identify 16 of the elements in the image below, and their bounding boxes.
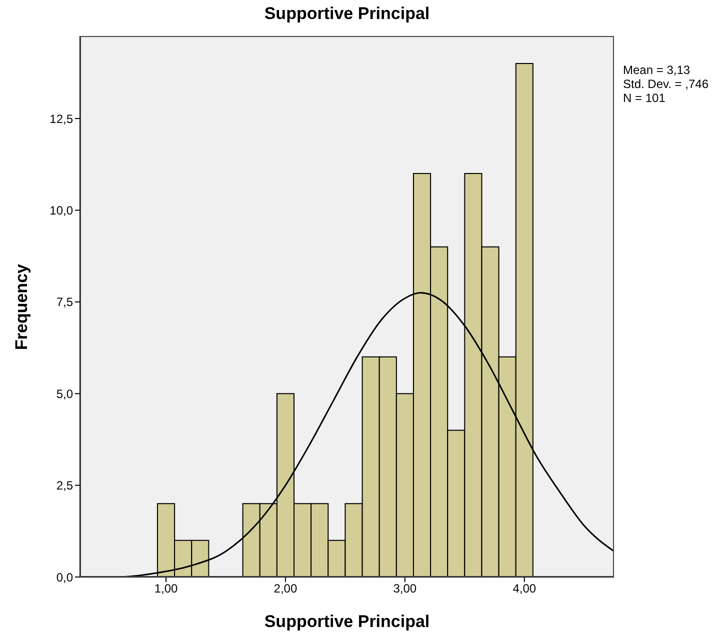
text: Mean = 3,13 [623,63,692,77]
y-tick-label: 5,0 [56,386,74,401]
chart-title: Supportive Principal [263,4,431,24]
x-tick-label: 4,00 [512,582,536,596]
y-tick-label: 12,5 [50,112,74,126]
text: N = 101 [623,91,666,105]
y-tick-label: 0,0 [56,570,74,584]
x-axis-title: Supportive Principal [263,612,431,632]
y-tick-label: 2,5 [56,478,74,493]
x-tick-label: 2,00 [274,582,298,596]
x-tick-label: 1,00 [154,582,178,596]
x-tick-label: 3,00 [393,582,417,596]
y-axis-title: Frequency [12,264,32,350]
y-tick-label: 10,0 [50,203,74,218]
text: Std. Dev. = ,746 [623,77,708,91]
y-tick-label: 7,5 [56,295,74,310]
